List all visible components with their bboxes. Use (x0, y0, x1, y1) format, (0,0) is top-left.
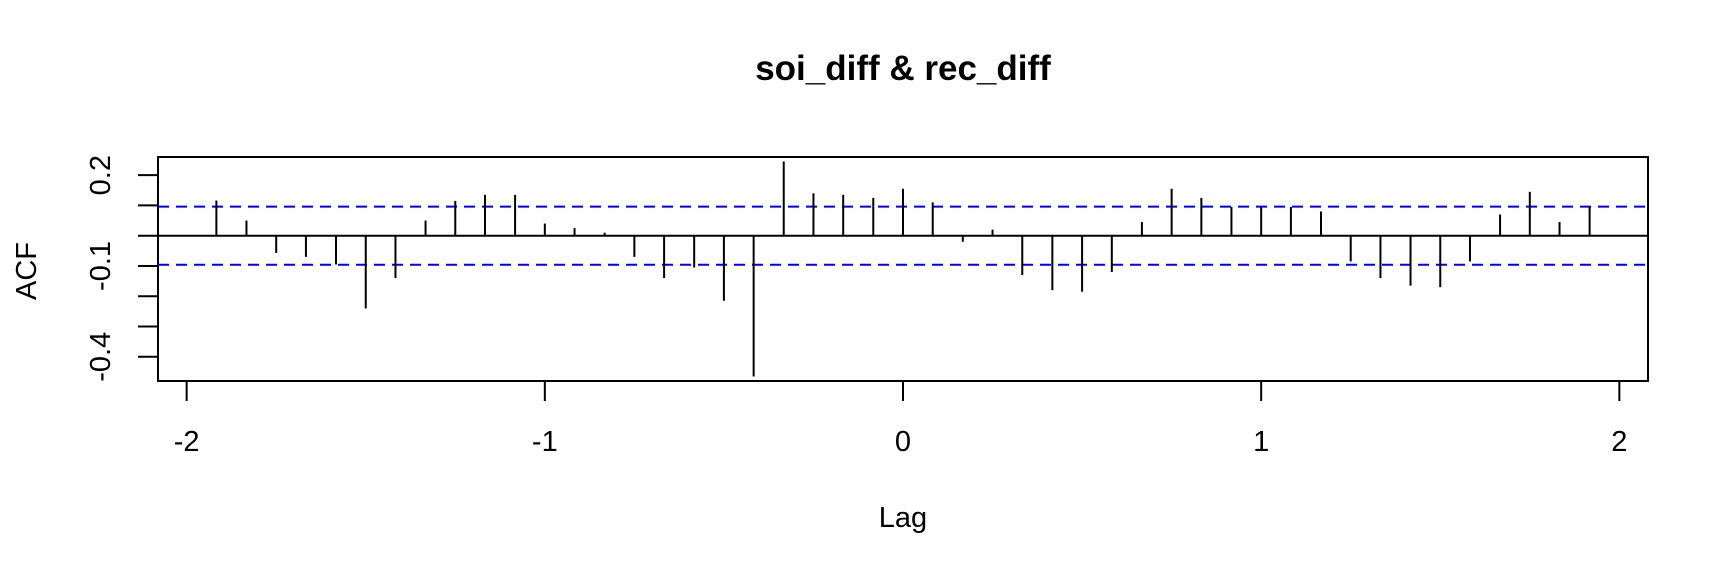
chart-title: soi_diff & rec_diff (755, 49, 1051, 88)
y-tick-label: 0.2 (85, 155, 117, 195)
x-tick-label: -2 (174, 426, 200, 458)
x-tick-label: 1 (1253, 426, 1269, 458)
x-tick-label: 0 (895, 426, 911, 458)
x-tick-label: 2 (1611, 426, 1627, 458)
x-axis-label: Lag (879, 502, 927, 534)
x-tick-label: -1 (532, 426, 558, 458)
y-tick-label: -0.1 (85, 241, 117, 291)
plot-frame (157, 156, 1649, 382)
y-axis-label: ACF (11, 242, 43, 300)
y-tick-label: -0.4 (85, 332, 117, 382)
plot-area: -2 -1 0 1 2 -0.4 -0.1 0.2 (85, 155, 1649, 458)
